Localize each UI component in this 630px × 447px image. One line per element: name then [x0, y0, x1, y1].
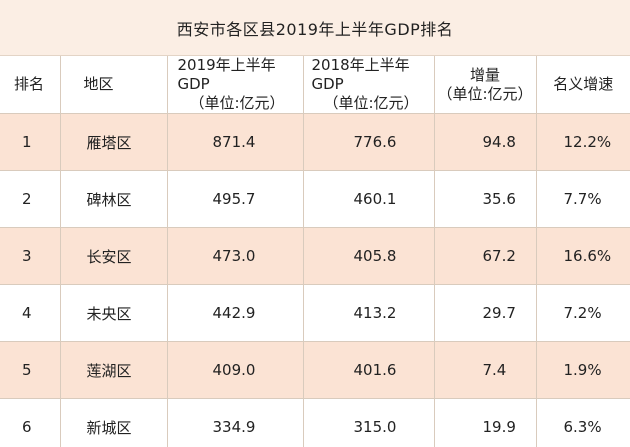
gdp-table: 排名 地区 2019年上半年GDP （单位:亿元） 2018年上半年GDP （单… — [0, 56, 630, 447]
cell-increase: 7.4 — [434, 341, 537, 399]
header-gdp-2018-unit: （单位:亿元） — [323, 94, 419, 112]
table-row: 3 长安区 473.0 405.8 67.2 16.6% — [0, 227, 630, 285]
cell-area: 长安区 — [60, 227, 168, 285]
cell-area: 雁塔区 — [60, 113, 168, 171]
header-increase-unit: （单位:亿元） — [437, 84, 533, 103]
table-row: 5 莲湖区 409.0 401.6 7.4 1.9% — [0, 341, 630, 399]
table-header: 排名 地区 2019年上半年GDP （单位:亿元） 2018年上半年GDP （单… — [0, 56, 630, 114]
header-increase-label: 增量 — [469, 65, 500, 84]
cell-gdp-2018: 413.2 — [303, 284, 435, 342]
cell-gdp-2018: 776.6 — [303, 113, 435, 171]
cell-area: 新城区 — [60, 398, 168, 447]
cell-gdp-2018: 401.6 — [303, 341, 435, 399]
cell-increase: 67.2 — [434, 227, 537, 285]
header-gdp-2018: 2018年上半年GDP （单位:亿元） — [303, 56, 435, 114]
cell-growth: 12.2% — [536, 113, 630, 171]
cell-growth: 7.2% — [536, 284, 630, 342]
cell-area: 碑林区 — [60, 170, 168, 228]
cell-gdp-2019: 442.9 — [167, 284, 304, 342]
header-row: 排名 地区 2019年上半年GDP （单位:亿元） 2018年上半年GDP （单… — [0, 56, 630, 114]
cell-growth: 16.6% — [536, 227, 630, 285]
table-title: 西安市各区县2019年上半年GDP排名 — [0, 0, 630, 56]
header-gdp-2019: 2019年上半年GDP （单位:亿元） — [167, 56, 304, 114]
cell-rank: 3 — [0, 227, 61, 285]
cell-increase: 94.8 — [434, 113, 537, 171]
cell-rank: 6 — [0, 398, 61, 447]
header-gdp-2019-unit: （单位:亿元） — [189, 94, 285, 112]
cell-growth: 1.9% — [536, 341, 630, 399]
cell-gdp-2018: 405.8 — [303, 227, 435, 285]
table-row: 2 碑林区 495.7 460.1 35.6 7.7% — [0, 170, 630, 228]
table-row: 4 未央区 442.9 413.2 29.7 7.2% — [0, 284, 630, 342]
header-increase: 增量 （单位:亿元） — [434, 56, 537, 114]
cell-increase: 35.6 — [434, 170, 537, 228]
table-row: 1 雁塔区 871.4 776.6 94.8 12.2% — [0, 113, 630, 171]
cell-gdp-2018: 460.1 — [303, 170, 435, 228]
table-body: 1 雁塔区 871.4 776.6 94.8 12.2% 2 碑林区 495.7… — [0, 113, 630, 447]
cell-rank: 5 — [0, 341, 61, 399]
cell-area: 未央区 — [60, 284, 168, 342]
cell-rank: 1 — [0, 113, 61, 171]
header-growth: 名义增速 — [536, 56, 630, 114]
cell-gdp-2019: 409.0 — [167, 341, 304, 399]
cell-growth: 6.3% — [536, 398, 630, 447]
cell-gdp-2019: 871.4 — [167, 113, 304, 171]
cell-area: 莲湖区 — [60, 341, 168, 399]
cell-gdp-2018: 315.0 — [303, 398, 435, 447]
cell-gdp-2019: 334.9 — [167, 398, 304, 447]
cell-increase: 19.9 — [434, 398, 537, 447]
cell-rank: 2 — [0, 170, 61, 228]
header-gdp-2018-label: 2018年上半年GDP — [311, 56, 410, 93]
cell-gdp-2019: 495.7 — [167, 170, 304, 228]
cell-growth: 7.7% — [536, 170, 630, 228]
header-gdp-2019-label: 2019年上半年GDP — [177, 56, 276, 93]
header-area: 地区 — [60, 56, 168, 114]
cell-rank: 4 — [0, 284, 61, 342]
cell-gdp-2019: 473.0 — [167, 227, 304, 285]
header-rank: 排名 — [0, 56, 61, 114]
cell-increase: 29.7 — [434, 284, 537, 342]
table-row: 6 新城区 334.9 315.0 19.9 6.3% — [0, 398, 630, 447]
